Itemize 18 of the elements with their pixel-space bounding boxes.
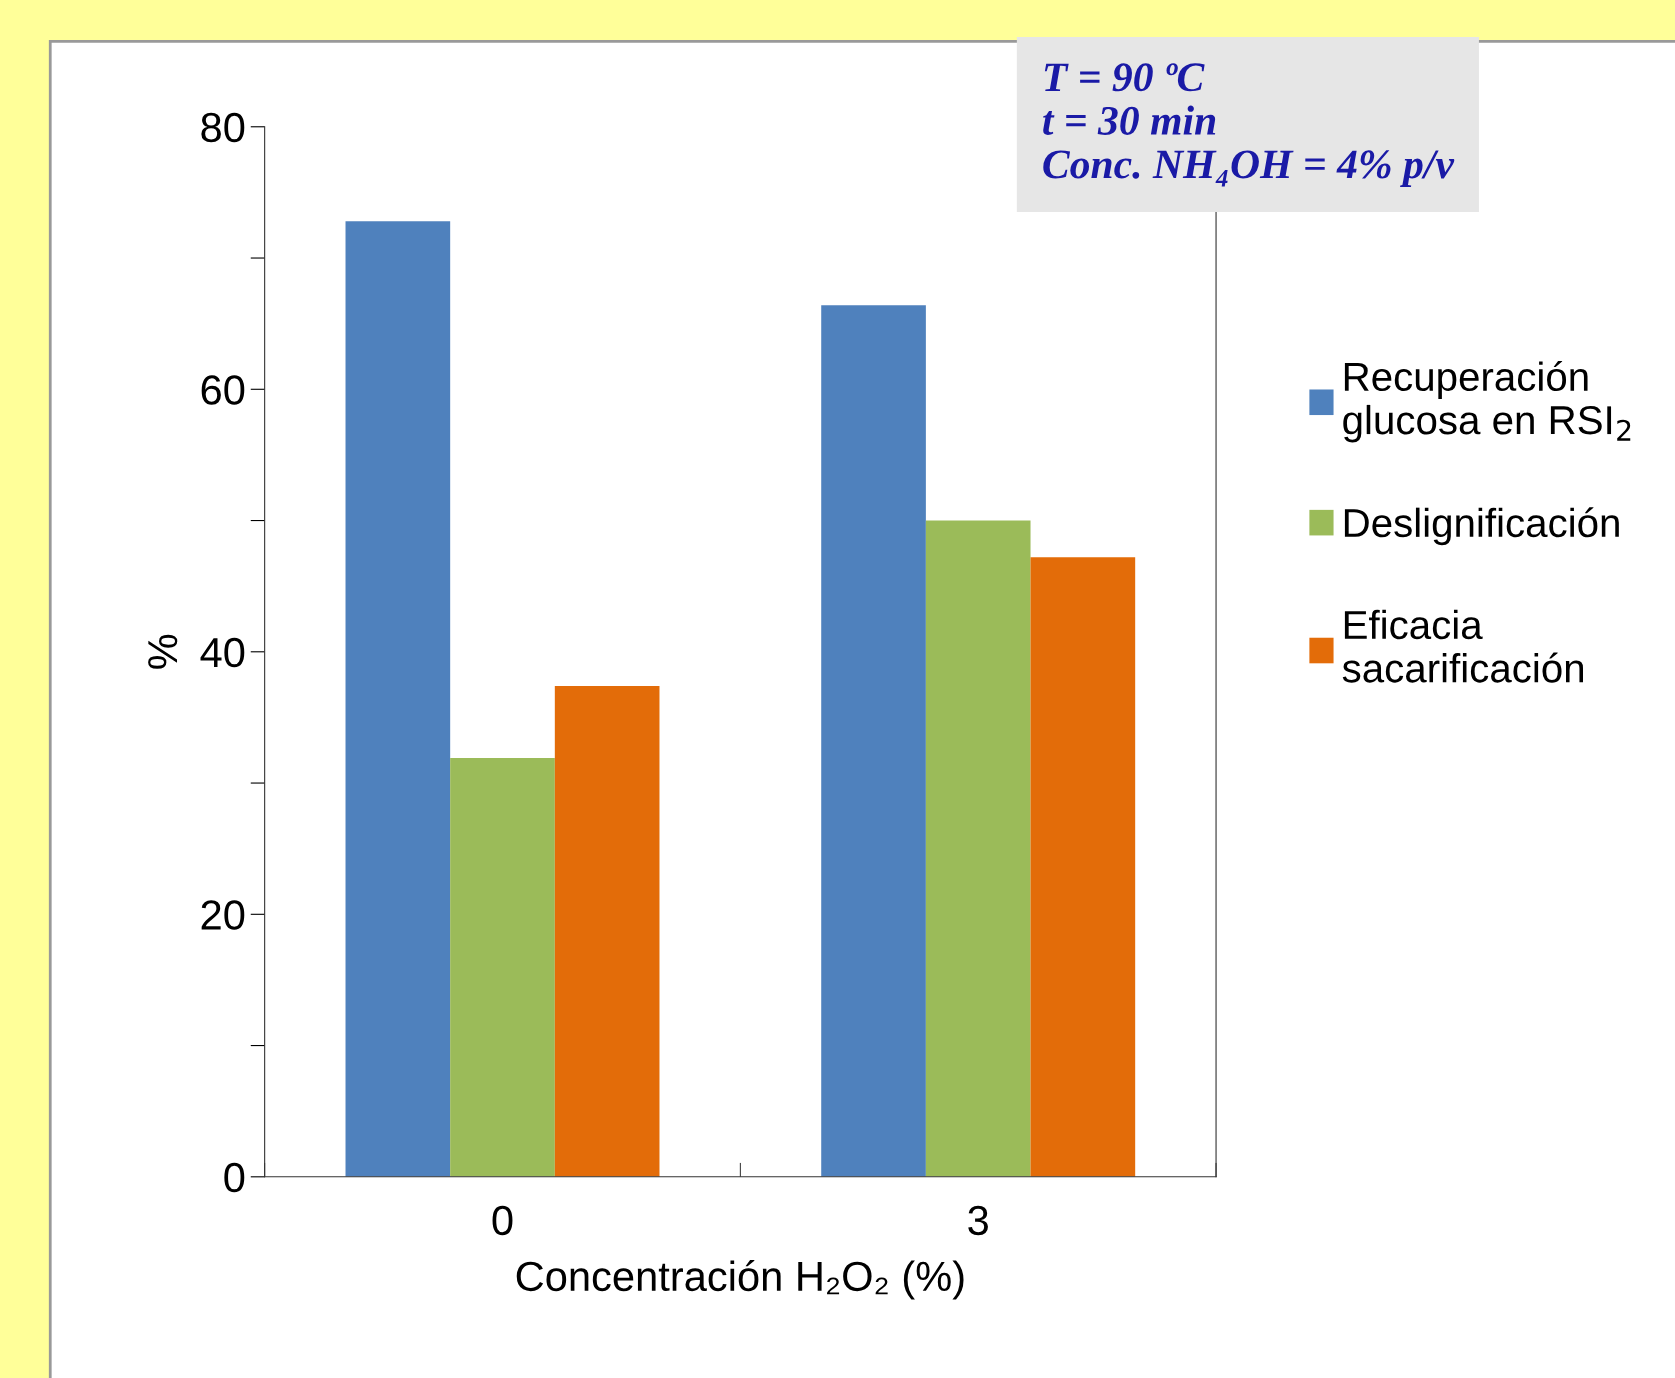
bar bbox=[554, 685, 660, 1177]
legend-label: Eficacia sacarificación bbox=[1342, 609, 1583, 683]
x-axis-title: Concentración H₂O₂ (%) bbox=[516, 1260, 964, 1300]
y-tick-label: 40 bbox=[200, 637, 245, 668]
y-tick-label: 0 bbox=[224, 1162, 245, 1193]
legend-label: Deslignificación bbox=[1344, 507, 1619, 546]
bar bbox=[450, 758, 555, 1177]
x-tick-label: 3 bbox=[968, 1205, 988, 1236]
annotation: T = 90 ºC t = 30 min Conc. NH₄OH = 4% p/v bbox=[1043, 63, 1455, 187]
bar bbox=[345, 221, 451, 1177]
y-tick-label: 80 bbox=[201, 112, 245, 143]
y-tick-label: 20 bbox=[201, 900, 245, 930]
bar bbox=[1030, 557, 1136, 1177]
y-axis-title: % bbox=[148, 634, 178, 669]
bar bbox=[821, 305, 926, 1177]
y-tick-label: 60 bbox=[201, 375, 245, 405]
legend-label: Recuperación glucosa en RSI$_{2}$ bbox=[1343, 360, 1631, 443]
bar bbox=[925, 520, 1031, 1177]
